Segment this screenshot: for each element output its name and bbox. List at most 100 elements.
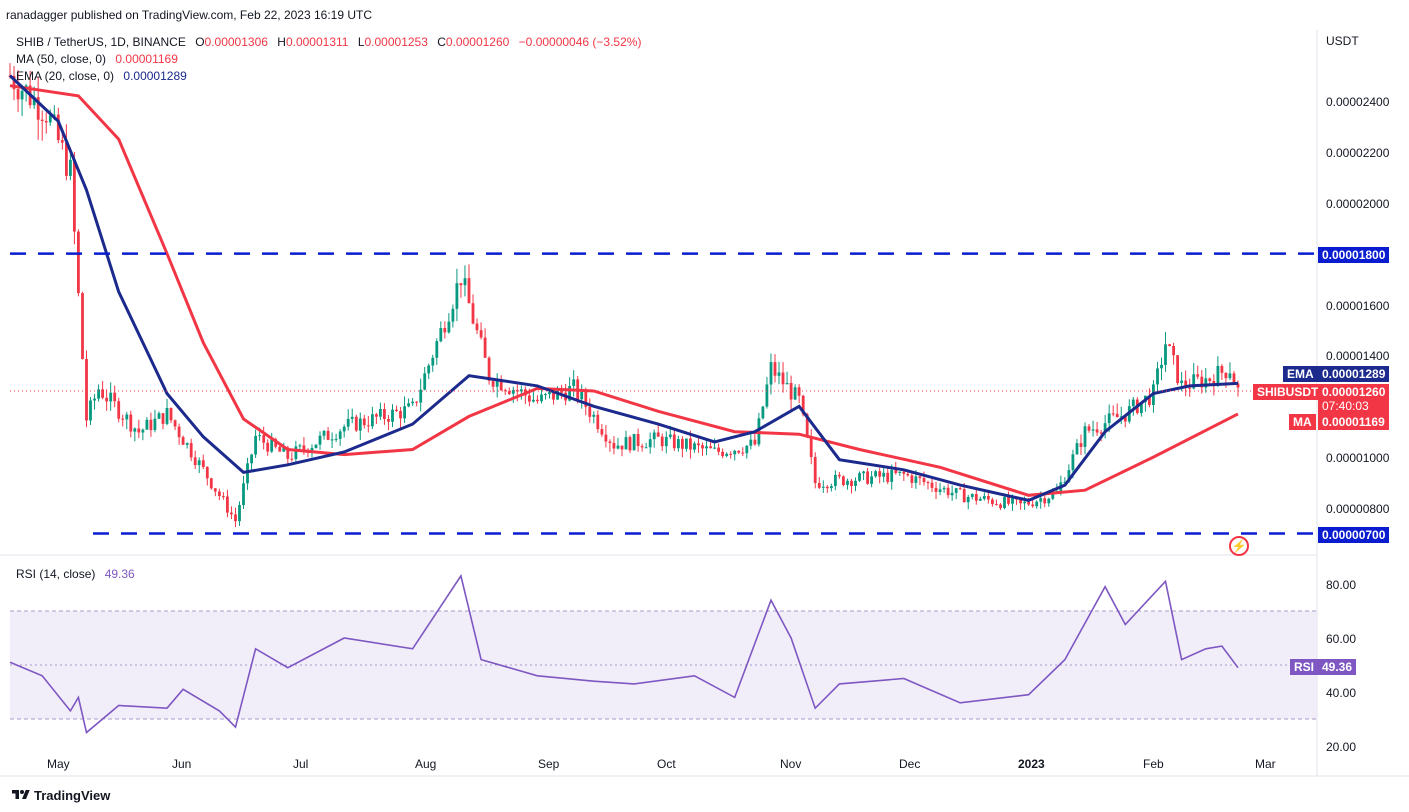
candle-body (1007, 497, 1010, 504)
candle-body (246, 463, 249, 484)
price-tick: 0.00001600 (1326, 299, 1390, 313)
candle-body (487, 357, 491, 381)
month-label: Jul (293, 757, 309, 771)
candle-body (536, 399, 539, 402)
candle-body (830, 486, 833, 489)
candle-body (455, 283, 459, 309)
candle-body (946, 487, 950, 496)
candle-body (616, 445, 620, 449)
candle-body (644, 447, 648, 449)
candle-body (677, 439, 680, 449)
candle-body (701, 445, 704, 449)
candle-body (982, 496, 986, 499)
candle-body (898, 471, 902, 473)
candle-body (902, 471, 906, 474)
candle-body (282, 447, 286, 452)
candle-body (209, 478, 213, 489)
candle-body (362, 418, 366, 426)
candle-body (1180, 380, 1183, 383)
month-label: Dec (899, 757, 921, 771)
candle-body (652, 432, 656, 440)
ema-legend[interactable]: EMA (20, close, 0) 0.00001289 (16, 69, 187, 83)
candle-body (624, 437, 628, 450)
candle-body (60, 140, 64, 143)
tradingview-logo-icon[interactable] (12, 788, 30, 802)
candle-body (226, 496, 229, 513)
price-tick: 0.00002200 (1326, 146, 1390, 160)
candle-body (44, 121, 48, 123)
candle-body (906, 473, 910, 476)
candle-body (1031, 504, 1035, 507)
candle-body (1087, 426, 1091, 431)
candle-body (1172, 346, 1175, 356)
candle-body (954, 488, 958, 493)
ma-legend-value: 0.00001169 (115, 52, 178, 66)
candle-body (65, 142, 68, 176)
candle-body (511, 390, 515, 394)
candle-body (266, 442, 270, 452)
rsi-legend[interactable]: RSI (14, close) 49.36 (16, 567, 135, 581)
candle-body (407, 403, 410, 407)
candle-body (1091, 429, 1095, 431)
candle-body (93, 398, 96, 401)
candle-body (1228, 373, 1232, 379)
candle-body (387, 419, 390, 422)
candle-body (318, 435, 322, 445)
candle-body (753, 439, 757, 445)
candle-body (238, 505, 241, 522)
currency-label: USDT (1326, 34, 1359, 48)
candle-body (322, 430, 326, 436)
candle-body (290, 458, 294, 460)
candle-body (507, 391, 511, 394)
candle-body (1200, 376, 1204, 388)
candle-body (435, 341, 439, 358)
candle-body (193, 457, 197, 465)
rsi-tick: 60.00 (1326, 632, 1357, 646)
candle-body (366, 425, 370, 427)
candle-body (813, 457, 817, 483)
candle-body (250, 454, 253, 464)
ma-legend[interactable]: MA (50, close, 0) 0.00001169 (16, 52, 178, 66)
candle-body (1039, 498, 1043, 502)
candle-body (1232, 373, 1236, 384)
candle-body (85, 359, 88, 421)
brand-name[interactable]: TradingView (34, 788, 111, 803)
alert-icon[interactable]: ⚡ (1229, 536, 1249, 556)
candle-body (503, 390, 507, 392)
candle-body (930, 482, 934, 488)
candle-body (850, 480, 853, 486)
candle-body (173, 420, 177, 427)
rsi-legend-label: RSI (14, close) (16, 567, 96, 581)
candle-body (628, 437, 632, 451)
high-value: 0.00001311 (285, 35, 349, 49)
candle-body (584, 392, 588, 407)
candle-body (825, 486, 829, 489)
price-pane (0, 30, 1317, 552)
rsi-tick: 20.00 (1326, 740, 1357, 754)
candle-body (834, 474, 837, 487)
candle-body (399, 411, 402, 419)
candle-body (978, 498, 982, 501)
candle-body (656, 432, 660, 437)
ma-axis-tag: MA (1289, 414, 1316, 430)
candle-body (958, 488, 962, 490)
symbol-name[interactable]: SHIB / TetherUS, 1D, BINANCE (16, 35, 186, 49)
candle-body (1083, 426, 1087, 447)
ma50-line (9, 84, 1239, 497)
candle-body (32, 97, 36, 106)
candle-body (298, 445, 302, 447)
candle-body (314, 444, 318, 448)
candle-body (1184, 380, 1188, 388)
candle-body (1115, 413, 1119, 418)
candle-body (77, 231, 80, 294)
candle-body (354, 416, 358, 431)
candle-body (1011, 498, 1014, 504)
candle-body (733, 450, 737, 455)
candle-body (467, 278, 471, 304)
candle-body (580, 392, 584, 400)
price-tick: 0.00000800 (1326, 502, 1390, 516)
candle-body (286, 447, 290, 459)
symbol-legend: SHIB / TetherUS, 1D, BINANCE O0.00001306… (16, 35, 641, 49)
candle-body (1111, 413, 1115, 415)
